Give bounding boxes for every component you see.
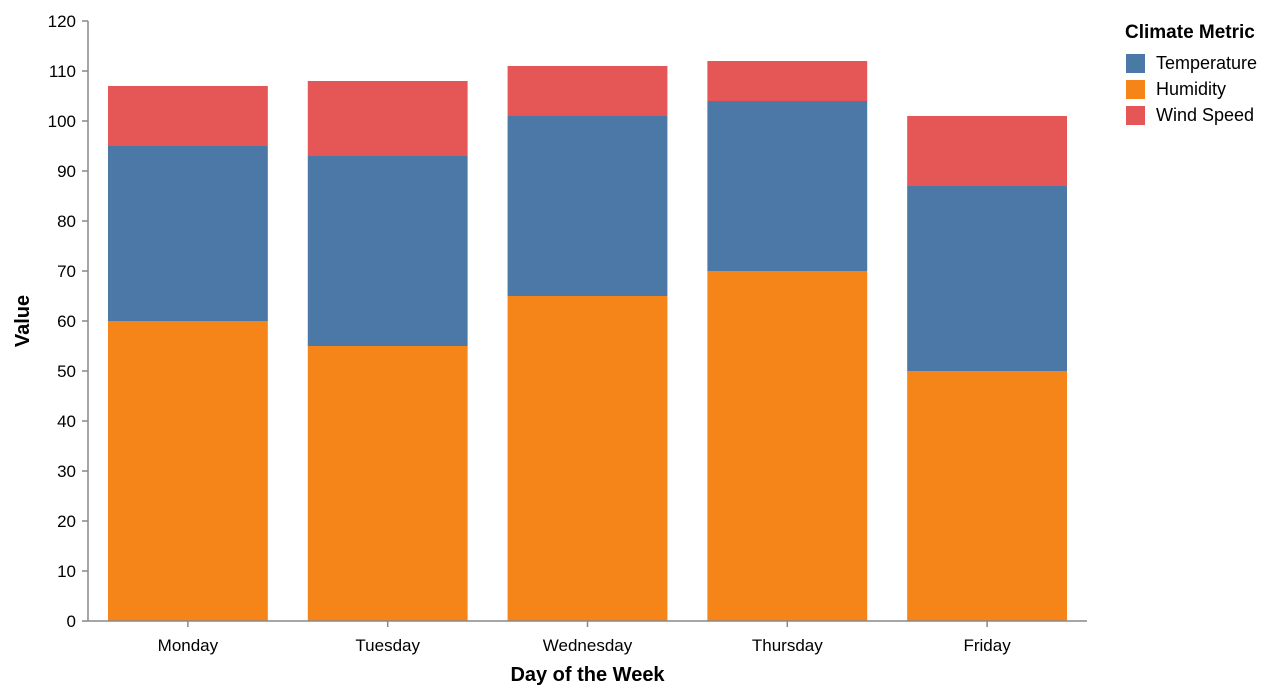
y-tick-label: 80 [57, 212, 76, 231]
legend-items: Temperature Humidity Wind Speed [1126, 53, 1257, 125]
x-tick-label: Monday [158, 636, 219, 655]
legend: Climate Metric Temperature Humidity Wind S… [1125, 22, 1257, 125]
x-tick-label: Tuesday [355, 636, 420, 655]
bar-monday-humidity [107, 321, 268, 621]
y-tick-label: 90 [57, 162, 76, 181]
x-tick-label: Friday [963, 636, 1011, 655]
legend-swatch-temperature [1126, 54, 1145, 73]
bar-wednesday-temperature [507, 116, 668, 296]
y-tick-label: 60 [57, 312, 76, 331]
legend-label-wind-speed: Wind Speed [1156, 105, 1254, 125]
y-tick-label: 100 [48, 112, 76, 131]
bar-thursday-humidity [707, 271, 868, 621]
bar-wednesday-humidity [507, 296, 668, 621]
bar-wednesday-wind-speed [507, 66, 668, 116]
bar-thursday-wind-speed [707, 61, 868, 101]
bar-tuesday-wind-speed [307, 81, 468, 156]
bar-friday-temperature [907, 186, 1068, 371]
bar-friday-humidity [907, 371, 1068, 621]
y-tick-label: 40 [57, 412, 76, 431]
y-tick-label: 50 [57, 362, 76, 381]
y-axis-ticks: 0 10 20 30 40 50 60 70 80 90 100 110 120 [48, 12, 88, 631]
bar-tuesday-humidity [307, 346, 468, 621]
y-tick-label: 20 [57, 512, 76, 531]
legend-title: Climate Metric [1125, 22, 1255, 43]
y-tick-label: 30 [57, 462, 76, 481]
bar-friday-wind-speed [907, 116, 1068, 186]
y-tick-label: 120 [48, 12, 76, 31]
bar-thursday-temperature [707, 101, 868, 271]
x-tick-label: Wednesday [543, 636, 633, 655]
y-tick-label: 70 [57, 262, 76, 281]
legend-label-temperature: Temperature [1156, 53, 1257, 73]
bar-monday-wind-speed [107, 86, 268, 146]
legend-label-humidity: Humidity [1156, 79, 1226, 99]
legend-swatch-humidity [1126, 80, 1145, 99]
bars [107, 61, 1068, 621]
y-axis-title: Value [12, 295, 34, 347]
x-axis-ticks: Monday Tuesday Wednesday Thursday Friday [158, 621, 1011, 655]
bar-tuesday-temperature [307, 156, 468, 346]
bar-monday-temperature [107, 146, 268, 321]
x-tick-label: Thursday [752, 636, 823, 655]
y-tick-label: 0 [67, 612, 76, 631]
plot-area: 0 10 20 30 40 50 60 70 80 90 100 110 120 Monday Tuesd… [48, 12, 1087, 655]
y-tick-label: 10 [57, 562, 76, 581]
x-axis-title: Day of the Week [510, 664, 665, 686]
legend-swatch-wind-speed [1126, 106, 1145, 125]
y-tick-label: 110 [49, 62, 76, 81]
